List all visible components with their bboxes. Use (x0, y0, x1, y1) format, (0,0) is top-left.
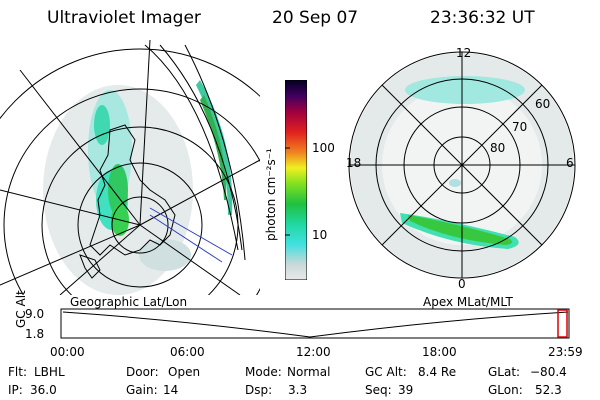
mlat-label-80: 80 (490, 141, 506, 155)
info-seq-label: Seq: (365, 383, 392, 397)
info-gcalt-label: GC Alt: (365, 365, 407, 379)
left-map-label: Geographic Lat/Lon (70, 295, 188, 309)
mlt-label-12: 12 (456, 46, 472, 60)
info-glat-value: −80.4 (530, 365, 567, 379)
info-glon-label: GLon: (488, 383, 523, 397)
earth-limb (144, 44, 246, 261)
instrument-title: Ultraviolet Imager (47, 8, 201, 28)
time-tick-0600: 06:00 (170, 345, 205, 359)
observation-time: 23:36:32 UT (430, 8, 535, 28)
info-door-value: Open (168, 365, 201, 379)
mlt-label-6: 6 (566, 156, 574, 170)
antarctica-coastline (89, 124, 176, 256)
current-time-marker (557, 309, 568, 338)
mlat-label-60: 60 (535, 97, 551, 111)
colorbar-tick-10: 10 (312, 228, 328, 242)
time-tick-0000: 00:00 (50, 345, 85, 359)
time-tick-2359: 23:59 (548, 345, 583, 359)
terminator-line (149, 207, 233, 256)
info-mode-label: Mode: (245, 365, 282, 379)
info-gain-label: Gain: (126, 383, 158, 397)
polar-mlt-plot (348, 51, 576, 279)
info-flt-label: Flt: (8, 365, 27, 379)
observation-date: 20 Sep 07 (272, 8, 359, 28)
info-mode-value: Normal (287, 365, 331, 379)
altitude-curve (62, 311, 569, 338)
info-flt-value: LBHL (34, 365, 65, 379)
info-dsp-value: 3.3 (288, 383, 308, 397)
info-glat-label: GLat: (488, 365, 521, 379)
right-map-label: Apex MLat/MLT (423, 295, 513, 309)
info-gain-value: 14 (163, 383, 179, 397)
info-glon-value: 52.3 (535, 383, 562, 397)
info-seq-value: 39 (398, 383, 414, 397)
colorbar (284, 79, 308, 281)
mlt-label-0: 0 (458, 277, 466, 291)
altitude-ytick-min: 1.8 (25, 327, 45, 341)
mlat-label-70: 70 (512, 120, 528, 134)
altitude-ytick-max: 9.0 (25, 307, 45, 321)
mlt-label-18: 18 (346, 156, 362, 170)
geographic-map (0, 40, 260, 295)
info-dsp-label: Dsp: (245, 383, 273, 397)
info-door-label: Door: (126, 365, 159, 379)
info-ip-label: IP: (8, 383, 23, 397)
altitude-plot (60, 308, 570, 339)
info-gcalt-value: 8.4 Re (418, 365, 457, 379)
time-tick-1200: 12:00 (296, 345, 331, 359)
colorbar-tick-100: 100 (312, 141, 335, 155)
polar-grid (348, 51, 576, 279)
colorbar-unit-label: photon cm⁻²s⁻¹ (264, 148, 278, 241)
time-tick-1800: 18:00 (422, 345, 457, 359)
info-ip-value: 36.0 (30, 383, 57, 397)
